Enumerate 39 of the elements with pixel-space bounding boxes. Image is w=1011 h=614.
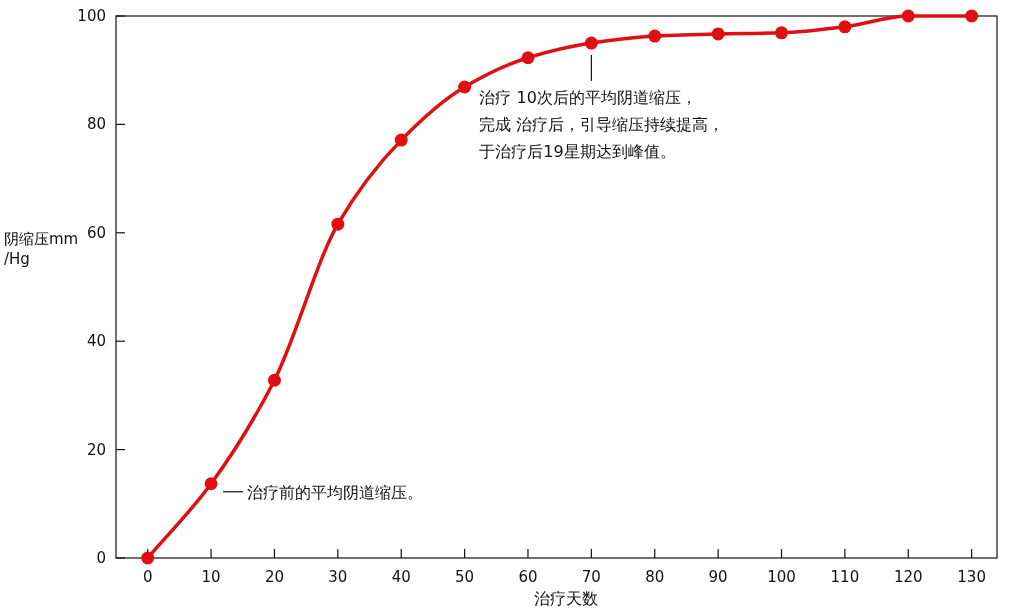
point	[521, 51, 535, 65]
point	[394, 133, 408, 147]
x-tick-label: 10	[201, 568, 221, 586]
x-tick-label: 130	[957, 568, 986, 586]
x-tick-label: 100	[767, 568, 796, 586]
point	[458, 80, 472, 94]
x-tick-label: 80	[645, 568, 665, 586]
x-tick-label: 50	[455, 568, 475, 586]
point	[775, 26, 788, 40]
x-tick-label: 60	[518, 568, 538, 586]
y-tick-label: 80	[86, 115, 106, 134]
x-tick-label: 30	[328, 568, 348, 586]
point	[584, 36, 598, 50]
x-tick-label: 20	[264, 568, 284, 586]
point	[331, 217, 345, 231]
point	[267, 373, 281, 387]
point	[204, 477, 218, 491]
y-tick-label: 0	[96, 549, 106, 567]
y-tick-label: 60	[86, 223, 106, 242]
x-tick-label: 70	[581, 568, 601, 586]
y-tick-label: 20	[86, 440, 106, 459]
annotation: 治疗 10次后的平均阴道缩压，完成 治疗后，引导缩压持续提高，于治疗后19星期达到峰值。	[479, 88, 725, 162]
point	[838, 20, 852, 34]
y-tick-label: 40	[86, 332, 106, 351]
annotation: 治疗 10次后的平均阴道缩压，完成 治疗后，引导缩压持续提高，于治疗后19星期达到峰值。	[479, 54, 725, 162]
annotation: 治疗前的平均阴道缩压。	[247, 482, 424, 502]
point	[648, 29, 662, 43]
point	[141, 551, 155, 565]
point	[965, 9, 979, 23]
x-tick-label: 110	[830, 568, 860, 586]
x-axis-title: 治疗天数	[534, 589, 599, 608]
x-tick-label: 40	[391, 568, 411, 586]
y-axis-title: 阴缩压mm /Hg	[4, 230, 79, 268]
point	[901, 9, 915, 23]
y-tick-label: 100	[77, 7, 106, 25]
x-tick-label: 0	[142, 568, 153, 586]
x-tick-label: 120	[893, 568, 923, 586]
x-tick-label: 90	[708, 568, 728, 586]
point	[711, 27, 725, 41]
